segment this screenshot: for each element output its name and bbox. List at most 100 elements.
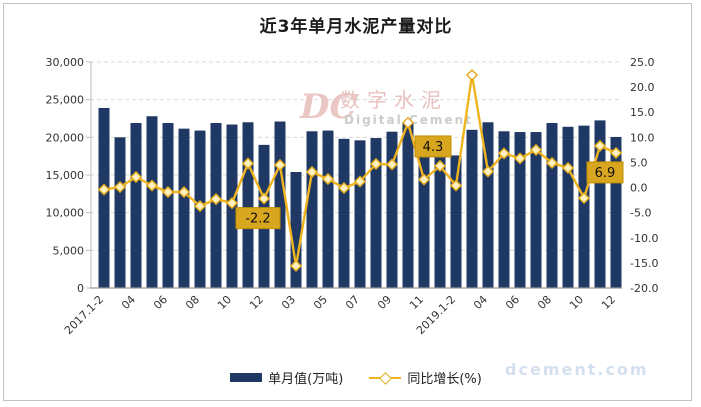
x-axis-tick-label: 04 (471, 293, 490, 312)
data-label-6.9: 6.9 (586, 161, 624, 184)
bar-11 (242, 122, 254, 289)
line-marker-08 (369, 157, 383, 171)
bar-05 (498, 131, 510, 288)
bar-08 (370, 138, 382, 288)
line-marker-08 (193, 200, 207, 213)
site-watermark: dcement.com (505, 360, 649, 379)
right-axis-tick-label: 20.0 (630, 81, 655, 94)
bar-09 (386, 131, 398, 288)
right-axis-tick-label: -5.0 (630, 207, 651, 220)
svg-text:DC: DC (299, 87, 357, 127)
x-axis-tick-label: 04 (119, 293, 138, 312)
bar-03 (290, 171, 302, 288)
x-axis-tick-label: 08 (535, 293, 554, 312)
right-axis-tick-label: -10.0 (630, 232, 658, 245)
line-marker-12 (257, 192, 271, 205)
line-marker-08 (545, 156, 559, 170)
x-axis-tick-label: 08 (183, 293, 202, 312)
bar-06 (338, 138, 350, 288)
bar-10 (402, 123, 414, 288)
line-marker-04 (129, 170, 143, 184)
data-label-4.3: 4.3 (414, 135, 452, 158)
svg-text:4.3: 4.3 (423, 140, 444, 155)
bar-2017.1-2 (98, 107, 110, 288)
line-marker-09 (561, 161, 575, 175)
line-swatch-icon (369, 371, 402, 385)
left-axis-tick-label: 0 (77, 282, 84, 295)
bar-12 (610, 136, 622, 288)
bar-05 (322, 130, 334, 288)
line-marker-05 (497, 147, 511, 160)
x-axis-tick-label: 05 (311, 293, 330, 312)
bar-04 (306, 131, 318, 288)
line-marker-07 (353, 175, 367, 188)
line-marker-10 (577, 192, 591, 205)
line-marker-04 (481, 165, 495, 178)
line-marker-2017.1-2 (97, 183, 111, 196)
bar-06 (162, 123, 174, 289)
right-axis-tick-label: 5.0 (630, 156, 648, 169)
legend-item-bars: 单月值(万吨) (230, 368, 343, 387)
svg-text:-2.2: -2.2 (245, 212, 270, 227)
left-axis-tick-label: 10,000 (46, 207, 85, 220)
x-axis-tick-label: 10 (567, 293, 586, 312)
x-axis-tick-label: 06 (503, 293, 522, 312)
bar-06 (514, 132, 526, 288)
line-marker-03 (113, 180, 127, 194)
bar-swatch-icon (230, 373, 263, 382)
line-marker-06 (513, 152, 527, 165)
x-axis-tick-label: 10 (215, 293, 234, 312)
svg-text:6.9: 6.9 (595, 166, 616, 181)
legend: 单月值(万吨) 同比增长(%) (90, 368, 622, 387)
bar-07 (354, 140, 366, 288)
x-axis-tick-label: 07 (343, 293, 362, 312)
bar-08 (546, 123, 558, 289)
line-marker-05 (321, 172, 335, 186)
x-axis-tick-label: 2017.1-2 (62, 293, 106, 337)
bar-2018.1-2 (274, 121, 286, 288)
line-marker-10 (225, 197, 239, 210)
bar-07 (530, 132, 542, 288)
line-marker-11 (241, 157, 255, 170)
line-marker-03 (289, 259, 303, 272)
right-axis-tick-label: -20.0 (630, 282, 658, 295)
line-marker-10 (401, 116, 415, 129)
line-marker-07 (529, 143, 543, 156)
bar-07 (178, 128, 190, 288)
x-axis-tick-label: 09 (375, 293, 394, 312)
left-axis-tick-label: 20,000 (46, 131, 85, 144)
left-axis-tick-label: 5,000 (53, 244, 85, 257)
left-axis-tick-label: 30,000 (46, 56, 85, 69)
right-axis-tick-label: 0.0 (630, 182, 648, 195)
line-marker-11 (417, 173, 431, 186)
data-label--2.2: -2.2 (235, 207, 281, 230)
legend-item-line: 同比增长(%) (369, 368, 482, 387)
svg-text:数字水泥: 数字水泥 (340, 88, 448, 112)
x-axis-tick-label: 11 (407, 293, 426, 312)
line-marker-06 (161, 185, 175, 199)
bar-05 (146, 116, 158, 289)
line-marker-05 (145, 179, 159, 192)
line-marker-2019.1-2 (449, 179, 463, 192)
x-axis-tick-label: 12 (599, 293, 618, 312)
bar-11 (594, 120, 606, 288)
bar-04 (130, 123, 142, 289)
bar-2019.1-2 (450, 155, 462, 288)
chart-title: 近3年单月水泥产量对比 (259, 17, 453, 37)
right-axis-tick-label: 25.0 (630, 56, 655, 69)
line-marker-12 (433, 159, 447, 173)
line-marker-09 (209, 193, 223, 206)
line-marker-09 (385, 158, 399, 171)
bars-group (98, 107, 622, 289)
bar-10 (578, 125, 590, 288)
right-axis-tick-label: 10.0 (630, 131, 655, 144)
line-marker-12 (609, 146, 623, 159)
right-axis-tick-label: -15.0 (630, 257, 658, 270)
bar-04 (482, 122, 494, 289)
bar-03 (466, 129, 478, 288)
bar-09 (562, 126, 574, 288)
line-marker-07 (177, 185, 191, 199)
